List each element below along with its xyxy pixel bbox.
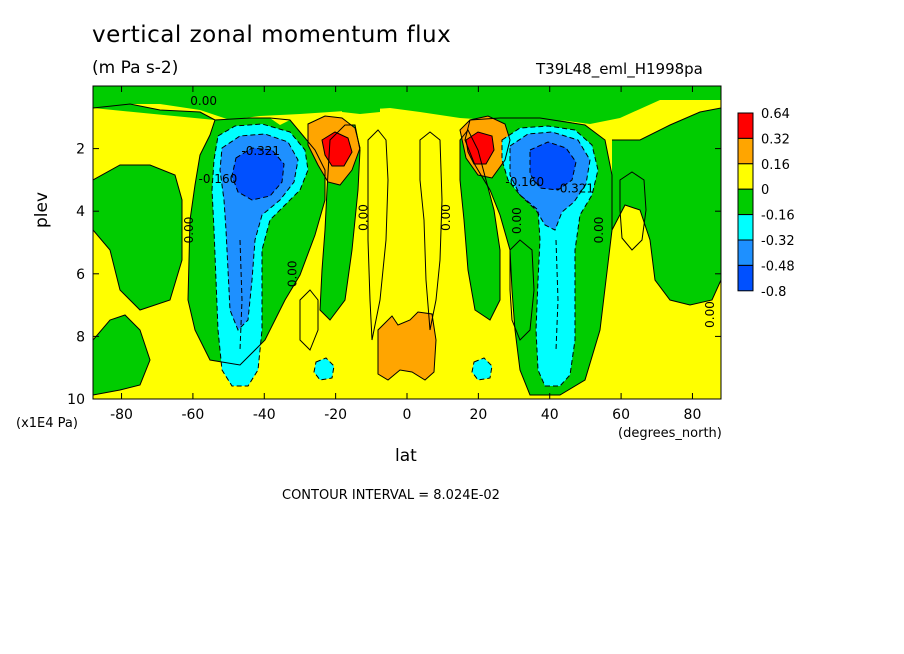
colorbar-label: 0 — [761, 183, 769, 198]
y-axis-unit-label: (x1E4 Pa) — [16, 416, 78, 431]
axes: -80 -60 -40 -20 0 20 40 60 80 2 4 6 8 10 — [67, 86, 721, 423]
contour-label: 0.00 — [510, 207, 524, 234]
colorbar-label: 0.64 — [761, 107, 790, 122]
contour-label: -0.160 — [505, 175, 544, 189]
green-region-sh-lower — [93, 315, 150, 395]
contour-label: 0.00 — [357, 204, 371, 231]
colorbar-swatch — [737, 188, 754, 216]
x-tick-label: -80 — [110, 407, 133, 423]
contour-label: 0.00 — [439, 204, 453, 231]
contour-label: 0.00 — [190, 94, 217, 108]
y-tick-label: 2 — [76, 142, 85, 158]
y-tick-label: 6 — [76, 267, 85, 283]
deep-blue-core-sh — [232, 148, 284, 200]
contour-label: -0.321 — [241, 144, 280, 158]
chart-units: (m Pa s-2) — [92, 58, 179, 78]
x-tick-label: 40 — [541, 407, 559, 423]
colorbar-swatch — [737, 137, 754, 165]
x-tick-label: 80 — [684, 407, 702, 423]
colorbar-swatch — [737, 112, 754, 139]
contour-label: -0.321 — [555, 181, 594, 195]
x-tick-label: 0 — [403, 407, 412, 423]
y-axis-label: plev — [32, 191, 52, 228]
colorbar-swatch — [737, 264, 754, 292]
green-region-top-blob-w — [342, 102, 380, 114]
colorbar-label: -0.8 — [761, 285, 786, 300]
colorbar-label: -0.32 — [761, 234, 795, 249]
negative-contour-lines — [211, 123, 599, 387]
green-region-central-east — [460, 130, 500, 320]
colorbar-swatch — [737, 163, 754, 190]
green-region-top-blob-e — [430, 104, 470, 114]
cyan-blob-nh — [472, 358, 492, 380]
x-tick-label: -20 — [324, 407, 347, 423]
colorbar-label: 0.16 — [761, 158, 790, 173]
x-tick-label: 20 — [469, 407, 487, 423]
orange-region-equator — [378, 312, 436, 380]
contour-interval-note: CONTOUR INTERVAL = 8.024E-02 — [282, 488, 500, 503]
deep-blue-core-nh — [530, 142, 576, 190]
contour-lines — [93, 103, 721, 396]
y-tick-label: 10 — [67, 392, 85, 408]
contour-label: 0.00 — [592, 217, 606, 244]
colorbar-swatch — [737, 214, 754, 241]
cyan-blob-sh — [314, 358, 334, 380]
colorbar: 0.64 0.32 0.16 0 -0.16 -0.32 -0.48 -0.8 — [737, 107, 795, 300]
contour-label: 0.00 — [285, 260, 299, 287]
contour-label: 0.00 — [182, 217, 196, 244]
chart-title: vertical zonal momentum flux — [92, 22, 452, 48]
run-id-label: T39L48_eml_H1998pa — [536, 60, 703, 78]
contour-label: -0.160 — [199, 172, 238, 186]
y-tick-label: 4 — [76, 204, 85, 220]
y-tick-label: 8 — [76, 329, 85, 345]
colorbar-label: -0.16 — [761, 209, 795, 224]
green-region-nh-east — [612, 108, 721, 305]
x-axis-label: lat — [395, 446, 417, 466]
x-tick-label: -40 — [253, 407, 276, 423]
colorbar-label: 0.32 — [761, 132, 790, 147]
x-axis-unit-label: (degrees_north) — [618, 426, 722, 441]
x-tick-label: 60 — [612, 407, 630, 423]
contour-label: 0.00 — [703, 301, 717, 328]
colorbar-label: -0.48 — [761, 259, 795, 274]
x-tick-label: -60 — [181, 407, 204, 423]
colorbar-swatch — [737, 239, 754, 266]
green-region-top — [93, 86, 721, 124]
